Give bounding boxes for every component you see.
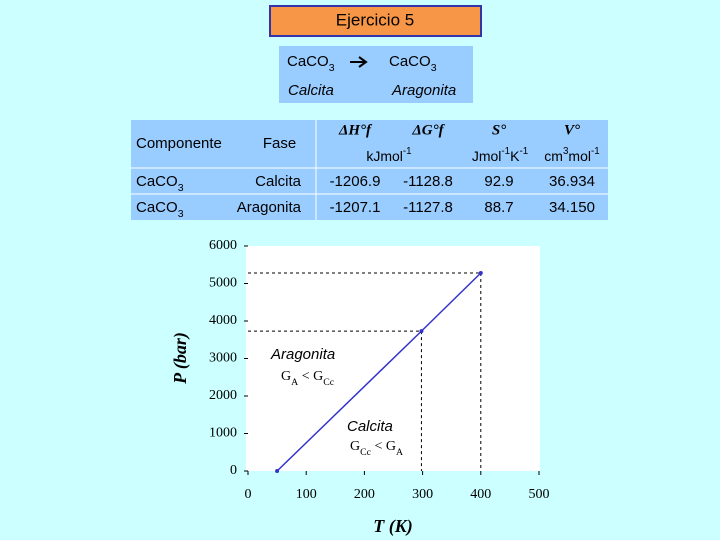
cell: CaCO3 [136,199,184,220]
x-axis-label: T (K) [373,516,413,537]
region-relation: GA < GCc [281,369,335,388]
cell: 36.934 [549,173,595,190]
column-header: Fase [263,135,296,152]
cell-part: 3 [178,208,184,220]
unit: kJmol-1 [366,146,411,164]
region-relation-part: G [350,439,360,454]
cell-part: CaCO [136,199,178,216]
region-relation-part: < G [298,369,323,384]
column-header: S° [492,122,506,138]
y-axis-label: P (bar) [170,332,191,385]
region-relation-part: A [291,377,298,388]
unit: Jmol-1K-1 [472,146,528,164]
unit-part: -1 [591,146,600,157]
product: CaCO3 [389,53,437,74]
reactant: CaCO3 [287,53,335,74]
region-label: Aragonita [270,346,335,363]
cell: -1207.1 [330,199,381,216]
region-relation-part: Cc [360,447,372,458]
unit-part: -1 [519,146,528,157]
column-header: ΔH°f [338,122,373,138]
region-relation-part: Cc [323,377,335,388]
reactant-part: 3 [329,62,335,74]
unit-part: kJmol [366,148,403,164]
title: Ejercicio 5 [336,10,414,29]
cell: CaCO3 [136,173,184,194]
unit: cm3mol-1 [544,146,599,164]
cell: Aragonita [237,199,302,216]
unit-part: cm [544,148,563,164]
x-tick-label: 400 [470,487,491,502]
column-header: Componente [136,135,222,152]
unit-part: -1 [403,146,412,157]
cell: 88.7 [484,199,513,216]
table-bg [131,120,608,220]
x-tick-label: 300 [412,487,433,502]
cell: Calcita [255,173,302,190]
unit-part: mol [568,148,591,164]
y-tick-label: 2000 [209,388,237,403]
region-relation-part: A [396,447,403,458]
cell-part: 3 [178,182,184,194]
cell: -1127.8 [403,199,453,216]
cell-part: CaCO [136,173,178,190]
product-part: 3 [431,62,437,74]
y-tick-label: 0 [230,463,237,478]
reaction-box [279,46,473,103]
column-header: ΔG°f [411,122,445,138]
x-tick-label: 100 [296,487,317,502]
point [478,271,483,275]
unit-part: 3 [563,146,569,157]
cell: -1128.8 [403,173,453,190]
reactant-part: CaCO [287,53,329,70]
region-relation-part: G [281,369,291,384]
region-label: Calcita [347,418,393,435]
product-name: Aragonita [391,82,456,99]
unit-part: -1 [501,146,510,157]
column-header: V° [564,122,580,138]
x-tick-label: 200 [354,487,375,502]
y-tick-label: 1000 [209,426,237,441]
y-tick-label: 5000 [209,276,237,291]
x-tick-label: 0 [245,487,252,502]
y-tick-label: 4000 [209,313,237,328]
point [275,469,280,473]
point [419,329,424,334]
reactant-name: Calcita [288,82,334,99]
unit-part: K [510,148,520,164]
cell: 92.9 [484,173,513,190]
unit-part: Jmol [472,148,502,164]
y-tick-label: 3000 [209,351,237,366]
region-relation-part: < G [371,439,396,454]
product-part: CaCO [389,53,431,70]
x-tick-label: 500 [529,487,550,502]
arrow [350,56,368,68]
title-box [269,5,482,37]
region-relation: GCc < GA [350,439,403,458]
cell: -1206.9 [330,173,381,190]
cell: 34.150 [549,199,595,216]
y-tick-label: 6000 [209,238,237,253]
